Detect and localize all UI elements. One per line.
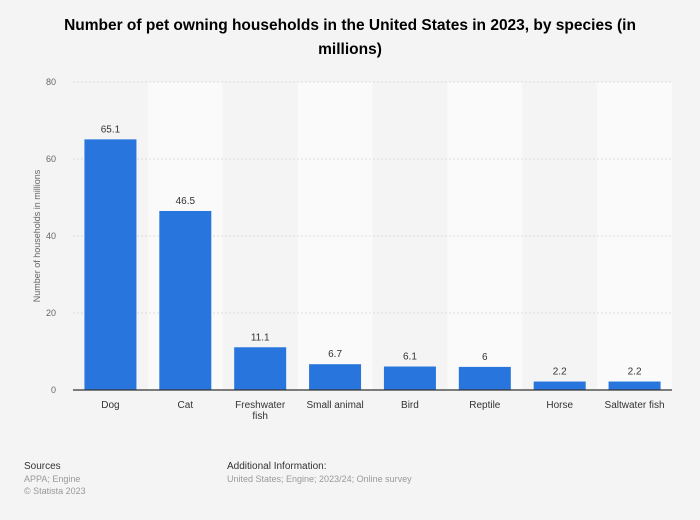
- x-tick-label: Reptile: [469, 400, 501, 411]
- x-tick-label: Saltwater fish: [605, 400, 665, 411]
- bar[interactable]: [159, 210, 212, 390]
- x-tick-label: Freshwater: [235, 400, 286, 411]
- bar[interactable]: [234, 347, 287, 390]
- additional-info-text: United States; Engine; 2023/24; Online s…: [227, 474, 412, 484]
- bar[interactable]: [458, 366, 511, 390]
- data-label: 65.1: [101, 124, 121, 135]
- y-axis-label: Number of households in millions: [32, 169, 42, 302]
- y-tick-label: 60: [46, 154, 56, 164]
- y-tick-label: 20: [46, 308, 56, 318]
- data-label: 2.2: [628, 367, 642, 378]
- bar[interactable]: [84, 139, 137, 390]
- bar[interactable]: [309, 364, 362, 390]
- additional-info-block: Additional Information: United States; E…: [227, 461, 412, 485]
- bar[interactable]: [608, 381, 661, 390]
- x-tick-label: Bird: [401, 400, 419, 411]
- data-label: 2.2: [553, 367, 567, 378]
- y-tick-label: 40: [46, 231, 56, 241]
- y-tick-label: 0: [51, 385, 56, 395]
- data-label: 6.1: [403, 352, 417, 363]
- data-label: 6.7: [328, 349, 342, 360]
- y-tick-label: 80: [46, 77, 56, 87]
- bar-chart: 0 20 40 60 80 Number of households in million…: [32, 77, 672, 422]
- bar[interactable]: [383, 366, 436, 390]
- x-tick-label: fish: [252, 411, 268, 422]
- x-tick-label: Horse: [546, 400, 573, 411]
- sources-block: Sources APPA; Engine © Statista 2023: [24, 461, 86, 497]
- x-tick-label: Cat: [178, 400, 194, 411]
- sources-label: Sources: [24, 461, 61, 472]
- data-label: 11.1: [251, 332, 270, 343]
- x-tick-label: Dog: [101, 400, 119, 411]
- copyright: © Statista 2023: [24, 486, 86, 496]
- data-label: 6: [482, 352, 488, 363]
- sources-text[interactable]: APPA; Engine: [24, 474, 81, 484]
- bar[interactable]: [533, 381, 586, 390]
- data-label: 46.5: [176, 196, 196, 207]
- x-tick-label: Small animal: [306, 400, 363, 411]
- chart-title: Number of pet owning households in the U…: [64, 17, 636, 58]
- additional-info-label: Additional Information:: [227, 461, 327, 472]
